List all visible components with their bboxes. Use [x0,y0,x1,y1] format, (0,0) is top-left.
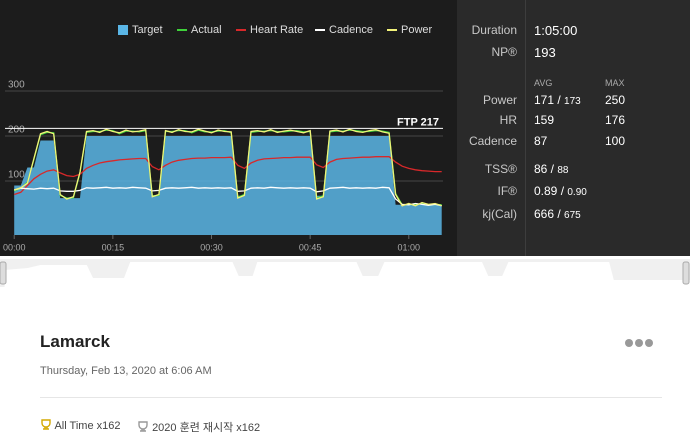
stat-label: Duration [471,23,517,37]
x-tick-label: 00:00 [3,242,26,252]
badge: All Time x162 [40,419,120,432]
legend-label: Target [132,24,163,36]
value-total: 675 [564,210,581,221]
target-area [14,136,442,235]
workout-title: Lamarck [40,332,110,351]
value-total: 0.90 [567,187,587,198]
handle[interactable] [682,261,690,285]
column-header: AVG [534,78,553,88]
legend-label: Actual [191,24,222,36]
stat-label: Cadence [468,134,517,148]
stat-label: IF® [497,184,517,198]
y-tick-label: 200 [8,125,25,136]
y-tick-label: 100 [8,170,25,181]
workout-detail: Lamarck Thursday, Feb 13, 2020 at 6:06 A… [0,292,690,443]
value-total: 88 [557,165,569,176]
legend-label: Heart Rate [250,24,303,36]
value: 666 / [534,207,561,221]
stats-panel: Duration 1:05:00 NP® 193 AVG MAX Power 1… [457,0,690,256]
scrubber-track [0,259,690,287]
stat-value: 193 [534,45,556,60]
stat-label: Power [482,93,517,107]
ftp-label: FTP 217 [397,116,439,128]
stat-max: 176 [605,113,626,127]
badge-text: 2020 훈련 재시작 x162 [152,422,261,434]
scrubber[interactable] [0,256,690,292]
stat-value: 159 [534,113,555,127]
stat-value: 1:05:00 [534,23,578,38]
stat-value: 87 [534,134,548,148]
y-tick-label: 300 [8,80,25,91]
stat-label: HR [499,113,517,127]
divider [525,0,526,256]
stat-value: 0.89 / 0.90 [534,184,587,198]
workout-date: Thursday, Feb 13, 2020 at 6:06 AM [40,365,212,377]
x-tick-label: 00:30 [200,242,223,252]
series-line [13,128,442,207]
x-tick-label: 00:15 [102,242,125,252]
handle[interactable] [0,261,7,285]
more-menu[interactable] [624,338,654,348]
x-tick-label: 00:45 [299,242,322,252]
legend-swatch [118,25,128,35]
column-header: MAX [605,78,625,88]
chart: 100 200 300 FTP 217 00:00 00:15 00:30 00:45 01:0… [3,24,443,252]
value: 0.89 / [534,184,565,198]
badge: 2020 훈련 재시작 x162 [137,419,260,435]
x-tick-label: 01:00 [398,242,421,252]
avg: 171 / [534,93,561,107]
profile [4,262,690,287]
stat-label: NP® [491,45,517,59]
legend-label: Cadence [329,24,373,36]
chart-panel: 100 200 300 FTP 217 00:00 00:15 00:30 00:45 01:0… [0,0,457,256]
avg-total: 173 [564,96,581,107]
value: 86 / [534,162,555,176]
stat-label: kj(Cal) [482,207,517,221]
badge-text: All Time x162 [54,420,121,432]
stat-label: TSS® [484,162,517,176]
series-line [13,156,442,196]
stat-max: 250 [605,93,626,107]
stat-value: 171 / 173 [534,93,581,107]
legend-label: Power [401,24,433,36]
stat-value: 86 / 88 [534,162,568,176]
series-line [14,186,442,207]
stat-value: 666 / 675 [534,207,581,221]
separator [40,397,662,398]
stat-max: 100 [605,134,626,148]
